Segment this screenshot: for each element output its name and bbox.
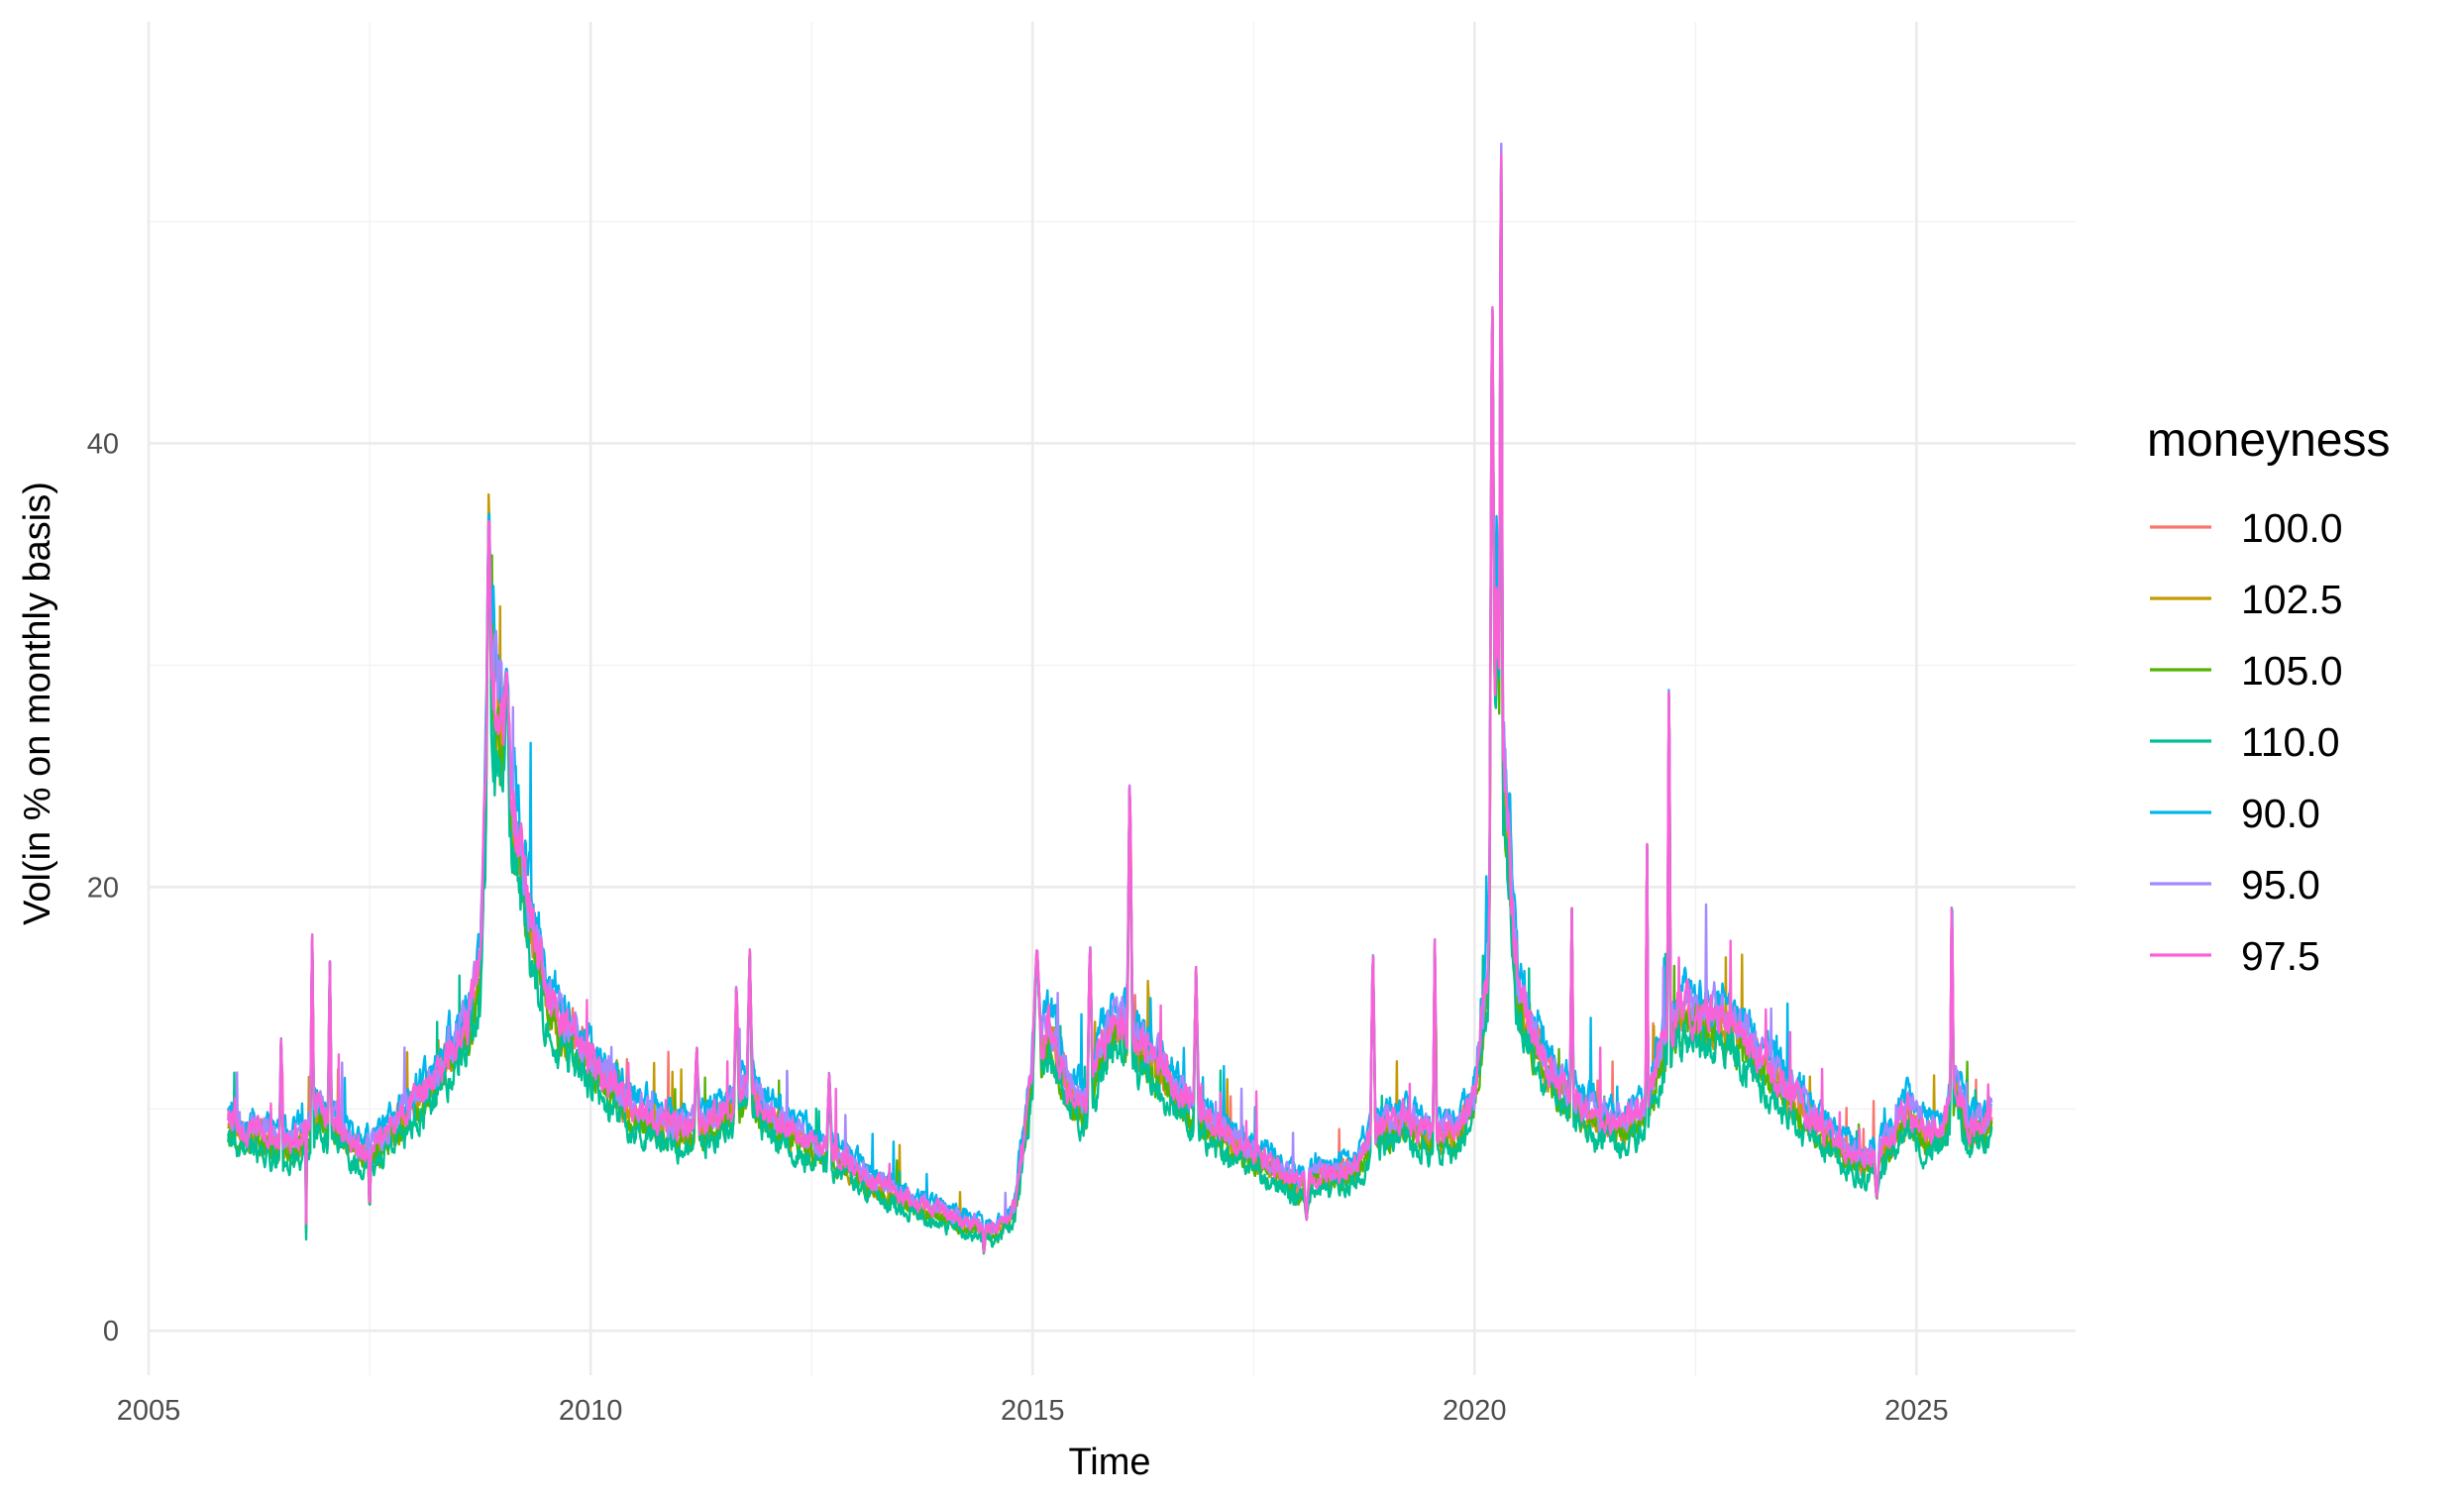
x-tick-label: 2005 — [117, 1395, 181, 1427]
series-lines — [227, 142, 1993, 1255]
x-tick-label: 2015 — [1001, 1395, 1065, 1427]
y-axis-ticks: 0 20 40 — [87, 428, 119, 1347]
x-tick-label: 2010 — [559, 1395, 623, 1427]
x-tick-label: 2020 — [1443, 1395, 1507, 1427]
series-line-97-5 — [227, 153, 1992, 1253]
legend-label-100-0: 100.0 — [2241, 505, 2343, 551]
legend-label-97-5: 97.5 — [2241, 933, 2320, 979]
minor-gridlines — [149, 22, 2076, 1375]
x-axis-ticks: 2005 2010 2015 2020 2025 — [117, 1395, 1949, 1427]
y-tick-label: 0 — [103, 1316, 119, 1347]
x-axis-title: Time — [1068, 1442, 1150, 1483]
legend-label-95-0: 95.0 — [2241, 862, 2320, 908]
major-gridlines — [147, 22, 2076, 1375]
legend-label-105-0: 105.0 — [2241, 648, 2343, 694]
y-axis-title: Vol(in % on monthly basis) — [17, 482, 58, 925]
legend-label-110-0: 110.0 — [2241, 719, 2340, 765]
y-tick-label: 20 — [87, 872, 119, 904]
y-tick-label: 40 — [87, 428, 119, 460]
legend-title: moneyness — [2147, 414, 2390, 467]
legend: moneyness 100.0 102.5 105.0 110.0 90.0 95.0 97… — [2147, 414, 2390, 979]
legend-label-102-5: 102.5 — [2241, 577, 2343, 622]
legend-items: 100.0 102.5 105.0 110.0 90.0 95.0 97.5 — [2150, 505, 2343, 979]
x-tick-label: 2025 — [1884, 1395, 1949, 1427]
series-line-110-0 — [227, 157, 1993, 1254]
legend-label-90-0: 90.0 — [2241, 791, 2320, 836]
